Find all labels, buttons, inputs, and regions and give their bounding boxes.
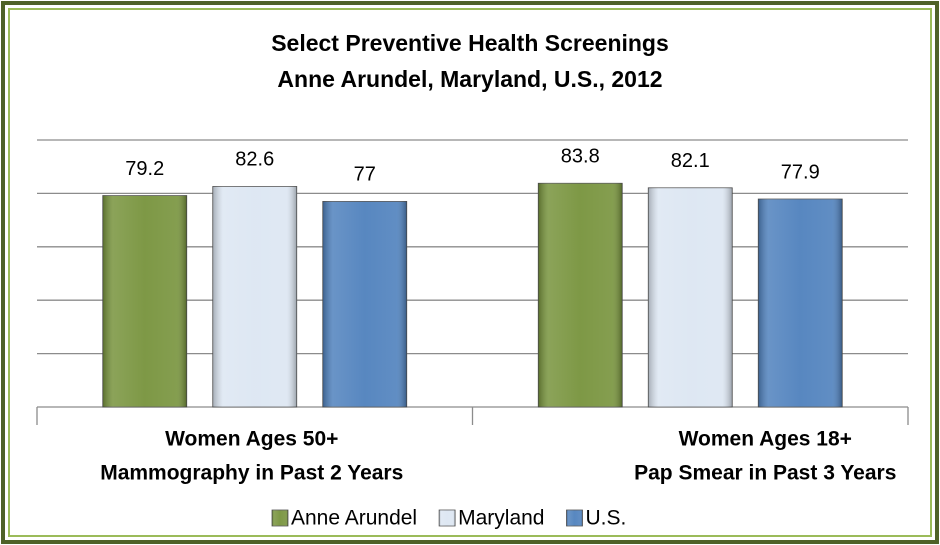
inner-border (8, 8, 932, 537)
x-tick-label: Pap Smear in Past 3 Years (634, 462, 896, 485)
legend-swatch-shine (566, 510, 583, 526)
bar-shine (212, 186, 297, 407)
value-label: 77.9 (781, 161, 820, 183)
bar-group (322, 201, 408, 408)
bar-shine (758, 199, 843, 407)
legend-swatch-shine (272, 510, 288, 526)
value-label: 77 (354, 164, 376, 186)
labels: Women Ages 50+ Mammography in Past 2 Year… (100, 146, 896, 485)
legend-label: Maryland (458, 507, 544, 530)
bar-group (757, 198, 843, 408)
bar-shine (538, 183, 623, 407)
bar-shine (322, 201, 407, 407)
x-tick-label: Mammography in Past 2 Years (100, 462, 403, 485)
bar-shine (102, 195, 187, 407)
value-label: 83.8 (561, 146, 600, 168)
legend: Anne Arundel Maryland U.S. (271, 507, 626, 530)
legend-swatch-shine (439, 510, 456, 526)
bars (102, 182, 843, 408)
value-label: 79.2 (125, 158, 164, 180)
bar-shine (648, 187, 733, 407)
legend-label: Anne Arundel (291, 507, 417, 530)
bar-group (212, 186, 298, 408)
bar-group (537, 182, 623, 408)
bar-group (647, 187, 733, 408)
legend-label: U.S. (585, 507, 626, 530)
chart-subtitle: Anne Arundel, Maryland, U.S., 2012 (277, 66, 662, 92)
bar-group (102, 195, 188, 408)
value-label: 82.1 (671, 150, 710, 172)
x-tick-label: Women Ages 50+ (165, 428, 338, 451)
chart-title: Select Preventive Health Screenings (271, 30, 669, 56)
value-label: 82.6 (235, 149, 274, 171)
x-tick-label: Women Ages 18+ (679, 428, 852, 451)
